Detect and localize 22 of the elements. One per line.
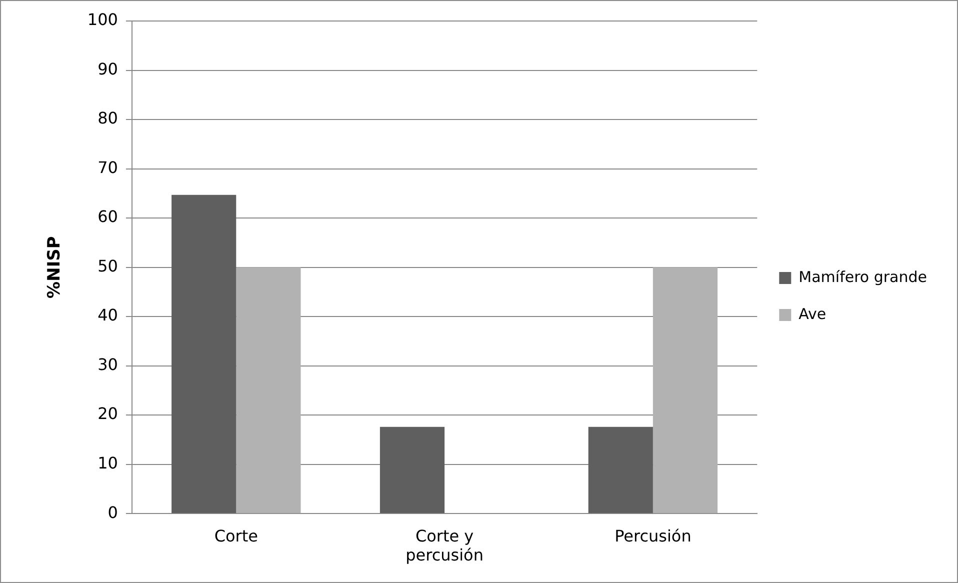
bar [588,426,653,514]
y-tick-label: 80 [98,108,118,128]
y-tick-label: 30 [98,354,118,374]
bar [236,267,301,514]
bar [380,426,445,514]
y-tick-label: 60 [98,207,118,226]
y-tick-label: 70 [98,158,118,177]
y-tick-label: 40 [98,306,118,325]
legend-label: Mamífero grande [798,268,927,286]
y-tick-label: 10 [98,453,118,472]
x-tick-label: Corte [214,526,258,546]
legend-label: Ave [798,304,826,323]
y-tick-label: 20 [98,404,118,424]
y-tick-label: 90 [98,59,118,78]
bar [652,267,718,514]
x-tick-label: Corte y percusión [406,526,484,565]
y-tick-label: 100 [87,10,118,30]
y-axis-title: %NISP [44,236,65,298]
bar [172,194,236,514]
y-tick-label: 0 [108,502,118,522]
x-tick-label: Percusión [614,526,692,546]
y-tick-label: 50 [98,256,118,276]
